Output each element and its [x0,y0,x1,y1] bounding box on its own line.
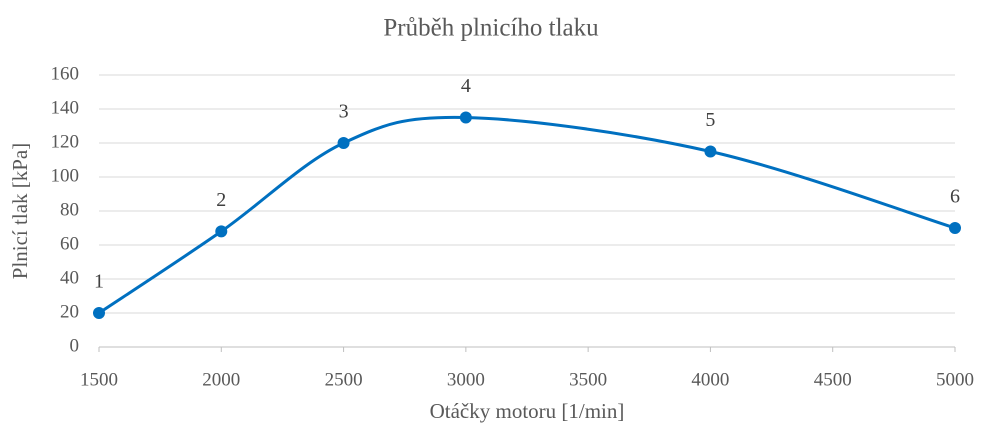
y-tick-label: 60 [60,233,79,254]
y-tick-label: 160 [51,63,80,84]
x-tick-label: 1500 [80,369,118,390]
marker [215,225,228,238]
y-tick-label: 40 [60,267,79,288]
y-tick-label: 0 [70,335,80,356]
y-tick-label: 20 [60,301,79,322]
x-tick-label: 4000 [691,369,729,390]
x-tick-label: 3500 [569,369,607,390]
point-label: 4 [461,75,471,97]
x-axis-title: Otáčky motoru [1/min] [430,399,625,423]
x-tick-label: 4500 [814,369,852,390]
y-tick-label: 120 [51,131,80,152]
point-label: 5 [705,109,715,131]
point-label: 6 [950,186,960,208]
chart-title: Průběh plnicího tlaku [383,15,599,42]
y-tick-label: 100 [51,165,80,186]
x-tick-label: 2000 [202,369,240,390]
y-tick-label: 140 [51,97,80,118]
y-axis-title: Plnicí tlak [kPa] [8,143,32,279]
marker [704,145,717,158]
x-tick-label: 5000 [936,369,974,390]
point-label: 1 [94,271,104,293]
x-tick-label: 3000 [447,369,485,390]
marker [93,307,105,319]
marker [337,137,350,149]
line [98,115,956,315]
point-label: 2 [216,189,226,211]
marker [459,111,472,124]
x-tick-label: 2500 [325,369,363,390]
point-label: 3 [339,101,349,123]
marker [949,222,961,234]
y-tick-label: 80 [60,199,79,220]
